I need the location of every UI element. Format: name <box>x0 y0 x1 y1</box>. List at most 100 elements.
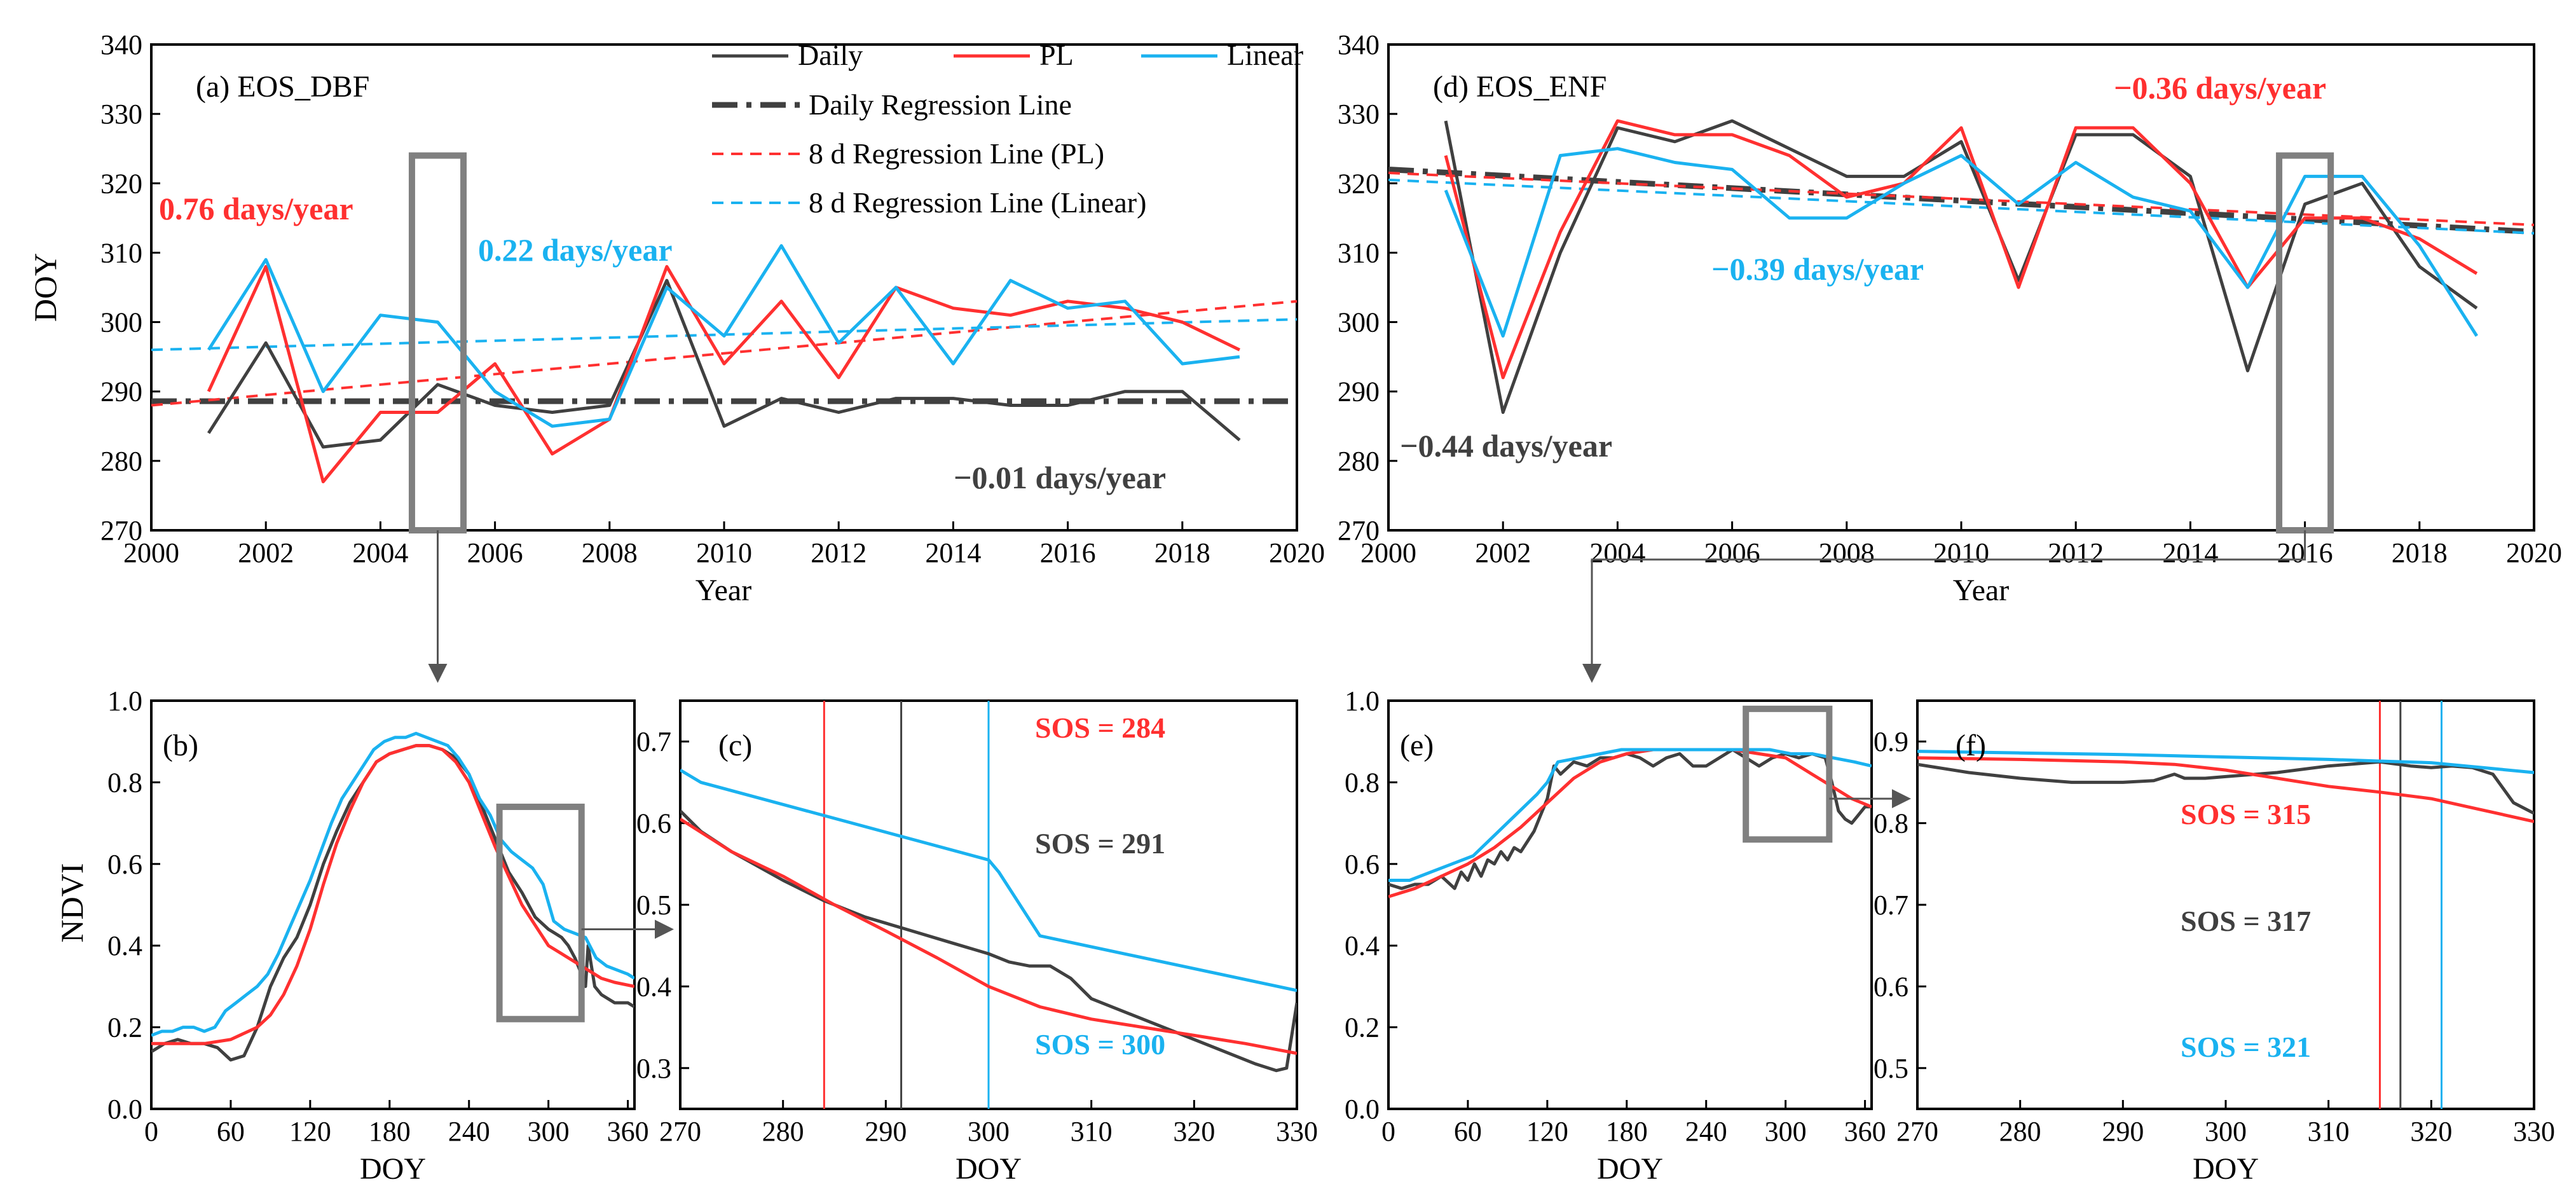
x-tick-label: 300 <box>528 1116 570 1147</box>
x-tick-label: 2008 <box>1819 537 1875 568</box>
x-tick-label: 280 <box>1999 1116 2041 1147</box>
panel-label: (b) <box>163 729 198 762</box>
regression-line-2 <box>1388 178 2535 235</box>
x-tick-label: 310 <box>2308 1116 2350 1147</box>
x-tick-label: 2002 <box>238 537 294 568</box>
series-group <box>1388 748 1872 898</box>
y-tick-label: 0.5 <box>1874 1053 1908 1084</box>
x-tick-label: 300 <box>1765 1116 1807 1147</box>
y-tick-label: 320 <box>100 168 142 199</box>
sos-label-daily: SOS = 291 <box>1035 827 1165 860</box>
panel-label: (d) EOS_ENF <box>1433 70 1607 104</box>
x-tick-label: 2010 <box>696 537 752 568</box>
panel-5: 270 280 290 300 310 320 330 0.5 0.6 0.7 0.8 0.9 (f) D… <box>1874 699 2555 1186</box>
series-line-linear <box>680 768 1297 993</box>
x-tick-label: 180 <box>369 1116 411 1147</box>
x-tick-label: 2004 <box>352 537 408 568</box>
x-tick-label: 2006 <box>1704 537 1760 568</box>
sos-label-pl: SOS = 315 <box>2181 798 2311 830</box>
y-tick-label: 290 <box>100 376 142 408</box>
x-tick-label: 270 <box>1896 1116 1938 1147</box>
x-axis-label: Year <box>1953 574 2009 607</box>
x-tick-label: 330 <box>1276 1116 1318 1147</box>
panel-3: 270 280 290 300 310 320 330 0.3 0.4 0.5 0.6 0.7 (c) D… <box>636 699 1318 1186</box>
legend-label: 8 d Regression Line (PL) <box>809 137 1104 170</box>
y-tick-label: 0.2 <box>107 1012 142 1043</box>
panel-label: (e) <box>1400 729 1434 762</box>
series-line-daily <box>1444 119 2478 414</box>
y-tick-label: 1.0 <box>107 685 142 717</box>
trend-annotation-daily: −0.44 days/year <box>1400 428 1612 464</box>
x-tick-label: 240 <box>448 1116 490 1147</box>
y-tick-label: 270 <box>100 515 142 546</box>
x-tick-label: 2012 <box>811 537 867 568</box>
trend-annotation-linear: 0.22 days/year <box>478 232 673 268</box>
x-tick-label: 2004 <box>1589 537 1645 568</box>
y-tick-label: 280 <box>1338 446 1380 477</box>
series-group <box>680 768 1297 1073</box>
series-line-pl <box>1917 756 2534 823</box>
x-tick-label: 360 <box>1844 1116 1886 1147</box>
x-tick-label: 2016 <box>1040 537 1096 568</box>
x-tick-label: 300 <box>968 1116 1010 1147</box>
panel-label: (a) EOS_DBF <box>196 70 369 104</box>
connector-arrow <box>1582 530 2306 683</box>
y-tick-label: 0.6 <box>107 849 142 880</box>
x-tick-label: 120 <box>1526 1116 1568 1147</box>
x-tick-label: 2014 <box>925 537 981 568</box>
y-tick-label: 0.9 <box>1874 726 1908 757</box>
x-tick-label: 2020 <box>2506 537 2562 568</box>
panel-label: (f) <box>1956 729 1986 762</box>
y-tick-label: 0.7 <box>636 726 671 757</box>
y-tick-label: 1.0 <box>1345 685 1380 717</box>
trend-annotation-daily: −0.01 days/year <box>954 460 1166 495</box>
series-group <box>1917 750 2534 823</box>
highlight-box-zoom <box>496 803 585 1022</box>
y-tick-label: 0.7 <box>1874 890 1908 921</box>
y-tick-label: 0.8 <box>107 767 142 798</box>
plot-frame <box>150 699 636 1110</box>
y-tick-label: 330 <box>1338 99 1380 130</box>
x-tick-label: 2000 <box>1360 537 1416 568</box>
series-line-linear <box>1388 748 1872 882</box>
x-axis-label: DOY <box>1597 1152 1663 1186</box>
series-line-pl <box>207 265 1240 484</box>
x-tick-label: 300 <box>2205 1116 2247 1147</box>
x-tick-label: 360 <box>607 1116 649 1147</box>
x-tick-label: 0 <box>1381 1116 1395 1147</box>
regression-group <box>1388 166 2535 235</box>
y-tick-label: 0.6 <box>1345 849 1380 880</box>
y-tick-label: 340 <box>100 29 142 60</box>
y-tick-label: 0.8 <box>1874 808 1908 839</box>
y-tick-label: 0.5 <box>636 890 671 921</box>
x-tick-label: 2020 <box>1269 537 1325 568</box>
series-line-linear <box>1444 147 2479 338</box>
plot-frame <box>150 43 1298 532</box>
x-tick-label: 2014 <box>2162 537 2218 568</box>
series-group <box>207 244 1241 484</box>
legend-label: PL <box>1039 39 1074 71</box>
x-tick-label: 0 <box>144 1116 158 1147</box>
y-tick-label: 0.0 <box>107 1094 142 1125</box>
sos-label-daily: SOS = 317 <box>2181 905 2311 937</box>
sos-label-pl: SOS = 284 <box>1035 711 1165 744</box>
x-tick-label: 240 <box>1685 1116 1727 1147</box>
x-tick-label: 60 <box>217 1116 245 1147</box>
legend-label: Daily Regression Line <box>809 88 1072 121</box>
plot-frame <box>1387 699 1873 1110</box>
y-tick-label: 0.4 <box>1345 930 1380 961</box>
trend-annotation-pl: −0.36 days/year <box>2114 70 2326 106</box>
x-tick-label: 290 <box>2102 1116 2144 1147</box>
panel-4: 0 60 120 180 240 300 360 0.0 0.2 0.4 0.6 0.8 1.0 (e) D… <box>1345 685 1886 1186</box>
x-axis-label: DOY <box>360 1152 426 1186</box>
x-tick-label: 120 <box>289 1116 331 1147</box>
series-line-linear <box>207 244 1240 428</box>
x-tick-label: 2018 <box>1154 537 1210 568</box>
y-tick-label: 0.2 <box>1345 1012 1380 1043</box>
x-tick-label: 180 <box>1606 1116 1648 1147</box>
x-tick-label: 2006 <box>467 537 523 568</box>
x-tick-label: 60 <box>1454 1116 1482 1147</box>
y-tick-label: 0.3 <box>636 1053 671 1084</box>
panel-1: 2000 2002 2004 2006 2008 2010 2012 2014 2016 2018… <box>1338 29 2562 607</box>
